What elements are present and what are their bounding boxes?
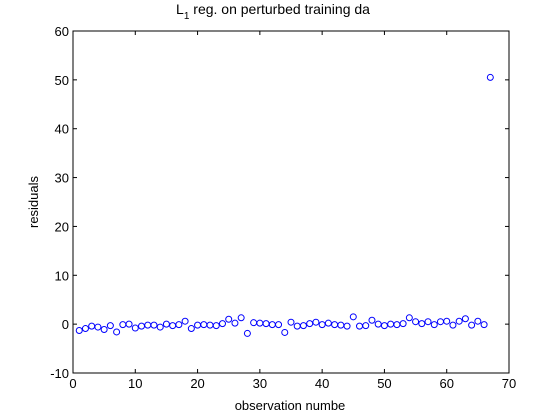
data-point: [237, 314, 245, 322]
data-point: [281, 328, 289, 336]
y-tick-label: 20: [55, 219, 69, 234]
x-tick-label: 40: [315, 376, 329, 391]
data-point: [106, 322, 114, 330]
data-point: [486, 73, 494, 81]
plot-background: [73, 31, 509, 373]
x-axis-ticks: 0 10 20 30 40 50 60 70: [69, 31, 516, 391]
x-axis-label: observation numbe: [235, 398, 346, 413]
data-point: [306, 320, 314, 328]
data-point: [480, 321, 488, 329]
data-point: [212, 322, 220, 330]
data-point: [424, 318, 432, 326]
data-point: [81, 325, 89, 333]
data-point: [131, 324, 139, 332]
data-point: [468, 321, 476, 329]
y-tick-label: 10: [55, 268, 69, 283]
data-point: [318, 321, 326, 329]
data-point: [243, 329, 251, 337]
data-point: [324, 319, 332, 327]
data-point: [162, 320, 170, 328]
data-point: [150, 321, 158, 329]
x-tick-label: 20: [190, 376, 204, 391]
data-point: [125, 320, 133, 328]
x-tick-label: 0: [69, 376, 76, 391]
y-axis-ticks: -10 0 10 20 30 40 50 60: [50, 24, 509, 381]
chart-title-main: L: [176, 1, 184, 17]
y-tick-label: 50: [55, 73, 69, 88]
data-point: [225, 315, 233, 323]
x-tick-label: 50: [377, 376, 391, 391]
data-point: [405, 314, 413, 322]
data-point: [418, 320, 426, 328]
chart-title-rest: reg. on perturbed training da: [189, 1, 370, 17]
chart-title-subscript: 1: [184, 11, 190, 22]
x-tick-label: 30: [253, 376, 267, 391]
y-tick-label: 0: [62, 317, 69, 332]
data-point: [113, 328, 121, 336]
y-tick-label: -10: [50, 366, 69, 381]
data-point: [75, 326, 83, 334]
data-point: [299, 322, 307, 330]
data-point: [100, 326, 108, 334]
data-point: [380, 322, 388, 330]
data-point: [449, 321, 457, 329]
data-points: [75, 73, 494, 337]
data-point: [474, 317, 482, 325]
data-point: [412, 318, 420, 326]
data-point: [368, 316, 376, 324]
chart-title: L1 reg. on perturbed training da: [176, 1, 370, 22]
data-point: [218, 320, 226, 328]
x-tick-label: 70: [502, 376, 516, 391]
data-point: [349, 313, 357, 321]
data-point: [430, 321, 438, 329]
data-point: [399, 320, 407, 328]
data-point: [94, 323, 102, 331]
y-tick-label: 60: [55, 24, 69, 39]
y-tick-label: 40: [55, 122, 69, 137]
data-point: [343, 322, 351, 330]
plot-area: [72, 30, 510, 374]
data-point: [362, 322, 370, 330]
x-tick-label: 60: [439, 376, 453, 391]
y-tick-label: 30: [55, 171, 69, 186]
data-point: [287, 318, 295, 326]
x-tick-label: 10: [128, 376, 142, 391]
data-point: [443, 317, 451, 325]
data-point: [231, 319, 239, 327]
data-point: [374, 320, 382, 328]
data-point: [461, 315, 469, 323]
y-axis-label: residuals: [26, 175, 41, 228]
data-point: [175, 321, 183, 329]
data-point: [312, 318, 320, 326]
data-point: [275, 321, 283, 329]
data-point: [455, 317, 463, 325]
data-point: [156, 323, 164, 331]
plot-frame: [72, 30, 510, 374]
data-point: [187, 325, 195, 333]
data-point: [181, 317, 189, 325]
